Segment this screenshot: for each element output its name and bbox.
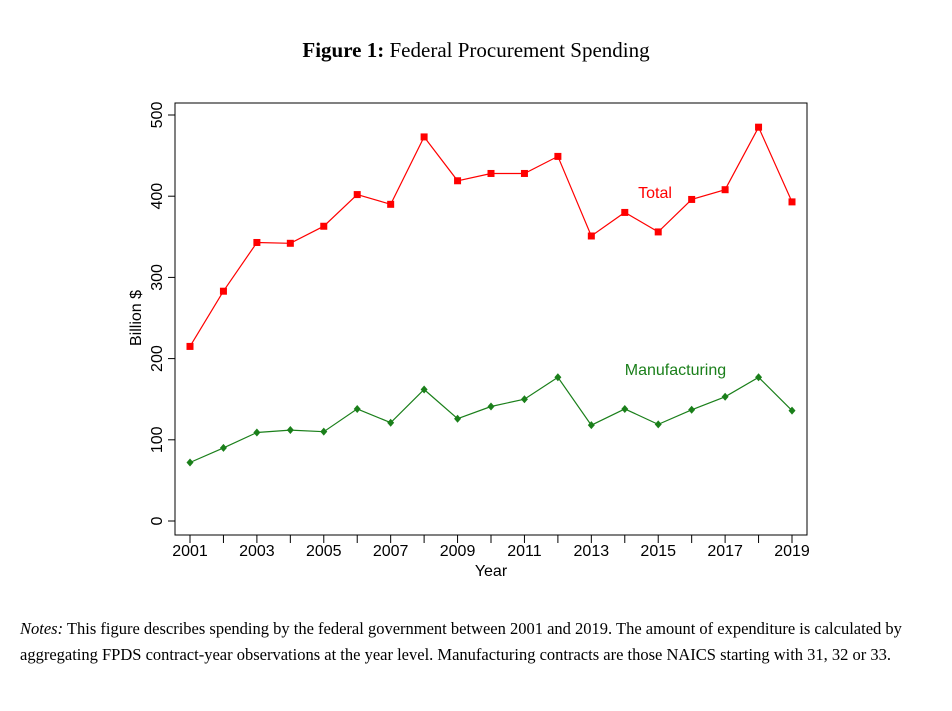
data-point-manufacturing <box>454 414 462 423</box>
data-point-total <box>420 133 428 141</box>
data-point-manufacturing <box>520 395 528 404</box>
x-tick-label: 2015 <box>640 543 676 560</box>
series-line-manufacturing <box>189 376 793 464</box>
figure-notes: Notes: This figure describes spending by… <box>20 616 920 668</box>
data-point-total <box>286 239 294 247</box>
notes-text: This figure describes spending by the fe… <box>20 619 902 664</box>
x-tick-label: 2017 <box>707 543 743 560</box>
x-tick-label: 2011 <box>507 543 542 560</box>
data-point-total <box>353 191 361 199</box>
line-chart: 0 100 200 300 400 500 2001 2003 2005 2007 2009 201… <box>128 102 810 580</box>
x-tick-label: 2009 <box>440 543 476 560</box>
data-point-manufacturing <box>554 373 562 382</box>
data-point-manufacturing <box>420 385 428 394</box>
data-point-total <box>219 287 227 295</box>
data-point-total <box>721 186 729 194</box>
y-tick-label: 300 <box>149 264 166 291</box>
data-point-total <box>387 200 395 208</box>
data-point-total <box>654 228 662 236</box>
data-point-manufacturing <box>621 404 629 413</box>
data-point-manufacturing <box>654 420 662 429</box>
x-tick-label: 2019 <box>774 543 810 560</box>
data-point-total <box>554 152 562 160</box>
data-point-manufacturing <box>587 421 595 430</box>
data-point-total <box>520 169 528 177</box>
y-axis-label: Billion $ <box>128 290 145 346</box>
data-point-total <box>487 169 495 177</box>
data-point-manufacturing <box>487 402 495 411</box>
y-tick-label: 200 <box>149 345 166 372</box>
data-point-manufacturing <box>755 373 763 382</box>
figure-title-text: Federal Procurement Spending <box>389 38 650 62</box>
x-tick-label: 2007 <box>373 543 409 560</box>
x-tick-label: 2005 <box>306 543 342 560</box>
y-axis: 0 100 200 300 400 500 <box>149 102 175 525</box>
data-point-manufacturing <box>286 426 294 435</box>
plot-frame <box>174 102 808 536</box>
data-point-total <box>587 232 595 240</box>
data-point-manufacturing <box>353 404 361 413</box>
data-point-total <box>320 222 328 230</box>
x-axis-label: Year <box>475 563 508 580</box>
series-layer: Total Manufacturing <box>186 123 796 467</box>
notes-label: Notes: <box>20 619 64 638</box>
series-line-total <box>189 125 793 347</box>
data-point-total <box>788 198 796 206</box>
data-point-manufacturing <box>186 458 194 467</box>
data-point-total <box>621 208 629 216</box>
data-point-total <box>253 238 261 246</box>
data-point-total <box>755 123 763 131</box>
y-tick-label: 500 <box>149 102 166 129</box>
x-tick-label: 2013 <box>574 543 610 560</box>
figure-number: Figure 1: <box>302 38 385 62</box>
data-point-manufacturing <box>788 406 796 415</box>
data-point-total <box>454 177 462 185</box>
data-point-manufacturing <box>387 418 395 427</box>
series-label-manufacturing: Manufacturing <box>625 362 726 379</box>
data-point-manufacturing <box>688 405 696 414</box>
figure-title: Figure 1: Federal Procurement Spending <box>0 38 952 63</box>
data-point-total <box>186 342 194 350</box>
y-tick-label: 0 <box>149 516 166 525</box>
x-axis: 2001 2003 2005 2007 2009 2011 2013 2015 2017 2019 <box>172 535 810 560</box>
series-label-total: Total <box>638 185 672 202</box>
data-point-manufacturing <box>253 428 261 437</box>
x-tick-label: 2001 <box>172 543 208 560</box>
x-tick-label: 2003 <box>239 543 275 560</box>
data-point-manufacturing <box>219 443 227 452</box>
y-tick-label: 100 <box>149 426 166 453</box>
data-point-manufacturing <box>721 392 729 401</box>
y-tick-label: 400 <box>149 183 166 210</box>
data-point-manufacturing <box>320 427 328 436</box>
data-point-total <box>688 195 696 203</box>
